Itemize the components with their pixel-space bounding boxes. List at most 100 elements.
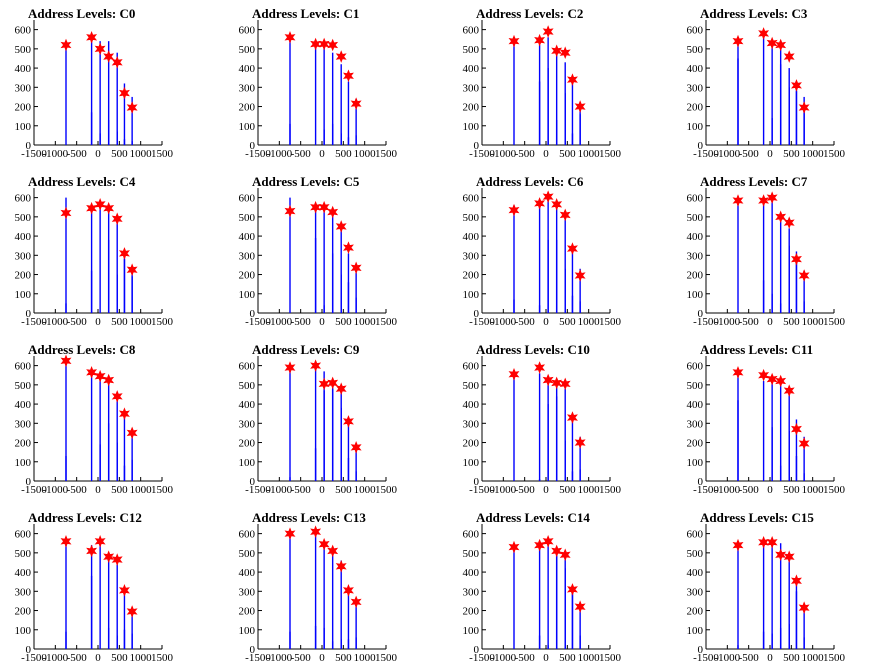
y-tick-label: 200 [687, 438, 704, 450]
y-tick-label: 0 [698, 476, 704, 488]
x-tick-label: 0 [767, 316, 773, 328]
histogram-bar [323, 205, 325, 313]
histogram-bar [323, 129, 325, 145]
histogram-bar [289, 197, 291, 313]
x-tick-label: 1500 [375, 316, 398, 328]
peak-marker [335, 50, 347, 63]
peak-marker [350, 595, 362, 609]
histogram-bar [579, 268, 581, 313]
histogram-bar [803, 637, 805, 649]
y-tick-label: 0 [26, 140, 32, 152]
x-tick-label: -1500 [469, 484, 495, 496]
x-tick-label: 500 [335, 652, 352, 664]
peak-marker [284, 361, 296, 374]
chart-panel: Address Levels: C1 0 100 200 300 400 500 600 -15… [224, 0, 448, 168]
histogram-bar [538, 373, 541, 481]
histogram-bar [513, 299, 515, 313]
y-tick-label: 200 [687, 606, 704, 618]
chart-panel: Address Levels: C2 0 100 200 300 400 500 600 -15… [448, 0, 672, 168]
x-tick-label: -500 [291, 652, 312, 664]
peak-marker [508, 203, 520, 217]
y-tick-label: 400 [15, 63, 32, 75]
peak-marker [551, 376, 563, 390]
y-tick-label: 600 [687, 529, 704, 541]
peak-marker [327, 205, 339, 219]
y-tick-label: 500 [687, 212, 704, 224]
histogram-bar [571, 133, 574, 145]
histogram-bar [779, 303, 782, 313]
x-tick-label: -1500 [21, 652, 47, 664]
y-tick-label: 0 [698, 644, 704, 656]
chart-panel: Address Levels: C14 0 100 200 300 400 500 600 -1… [448, 504, 672, 672]
peak-marker [327, 38, 339, 52]
histogram-bar [314, 46, 317, 145]
x-tick-label: -1500 [469, 316, 495, 328]
histogram-bar [355, 98, 357, 145]
histogram-bar [340, 560, 342, 649]
histogram-bar [331, 253, 334, 313]
peak-marker [783, 50, 795, 63]
histogram-bar [116, 392, 118, 481]
y-tick-label: 200 [463, 438, 480, 450]
histogram-bar [538, 305, 541, 313]
histogram-bar [513, 205, 515, 313]
histogram-bar [347, 282, 350, 313]
chart-title: Address Levels: C9 [252, 342, 360, 357]
histogram-bar [289, 365, 291, 481]
x-tick-label: 1500 [375, 652, 398, 664]
histogram-bar [555, 239, 558, 313]
histogram-bar [116, 274, 118, 313]
y-tick-label: 200 [239, 102, 256, 114]
peak-marker [551, 44, 563, 58]
peak-marker [118, 407, 130, 420]
x-tick-label: -500 [291, 316, 312, 328]
peak-marker [534, 33, 546, 47]
peak-marker [118, 86, 130, 100]
y-tick-label: 400 [687, 567, 704, 579]
y-tick-label: 400 [463, 399, 480, 411]
chart-title: Address Levels: C8 [28, 342, 136, 357]
x-tick-label: 500 [111, 148, 128, 160]
histogram-bar [314, 533, 317, 649]
histogram-bar [571, 419, 574, 481]
y-tick-label: 500 [687, 44, 704, 56]
x-tick-label: -1500 [245, 652, 271, 664]
histogram-bar [107, 627, 110, 649]
x-tick-label: 0 [319, 148, 325, 160]
histogram-bar [131, 459, 133, 481]
peak-marker [559, 46, 571, 59]
histogram-bar [762, 37, 765, 145]
histogram-bar [779, 382, 782, 481]
x-tick-label: 500 [783, 484, 800, 496]
y-tick-label: 100 [687, 289, 704, 301]
histogram-bar [538, 479, 541, 481]
peak-marker [574, 269, 586, 282]
y-tick-label: 600 [239, 193, 256, 205]
peak-marker [559, 548, 571, 562]
histogram-bar [289, 631, 291, 649]
histogram-bar [795, 91, 798, 145]
histogram-bar [771, 43, 773, 146]
y-tick-label: 400 [239, 567, 256, 579]
x-tick-label: 1000 [802, 484, 825, 496]
x-tick-label: 0 [95, 652, 101, 664]
y-tick-label: 0 [26, 308, 32, 320]
y-tick-label: 200 [239, 438, 256, 450]
peak-marker [350, 261, 362, 275]
histogram-bar [737, 541, 739, 649]
x-tick-label: 1500 [599, 484, 622, 496]
histogram-bar [123, 259, 126, 313]
histogram-bar [331, 641, 334, 649]
histogram-bar [99, 133, 101, 145]
peak-marker [559, 377, 571, 391]
histogram-bar [538, 541, 541, 649]
x-tick-label: 1000 [354, 484, 377, 496]
histogram-bar [779, 627, 782, 649]
chart-panel: Address Levels: C4 0 100 200 300 400 500 600 -15… [0, 168, 224, 336]
histogram-bar [331, 552, 334, 649]
histogram-bar [123, 139, 126, 145]
histogram-bar [564, 218, 566, 313]
x-tick-label: -500 [739, 148, 760, 160]
